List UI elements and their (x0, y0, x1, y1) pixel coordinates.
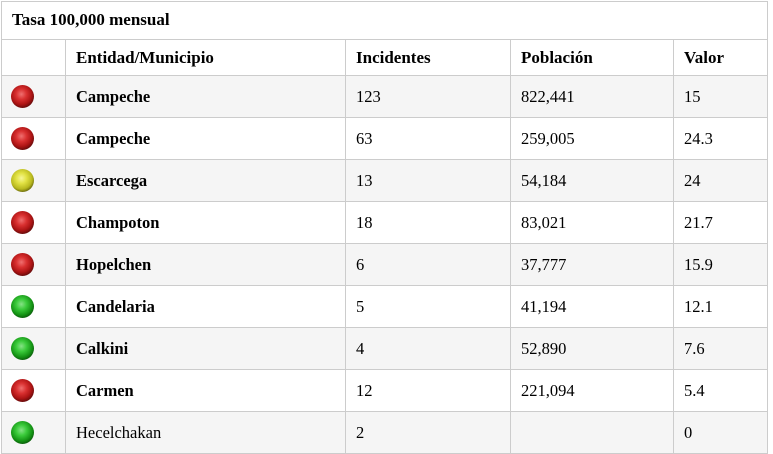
table-row: Escarcega 13 54,184 24 (1, 159, 769, 202)
population-cell: 41,194 (510, 285, 674, 328)
table-row: Candelaria 5 41,194 12.1 (1, 285, 769, 328)
entity-cell: Calkini (65, 327, 346, 370)
col-header-incidents: Incidentes (345, 39, 511, 76)
table-row: Hopelchen 6 37,777 15.9 (1, 243, 769, 286)
population-cell: 83,021 (510, 201, 674, 244)
value-cell: 21.7 (672, 201, 769, 244)
incidents-cell: 63 (345, 117, 511, 160)
value-cell: 24 (672, 159, 769, 202)
status-light-icon (11, 211, 34, 234)
status-light-icon (11, 337, 34, 360)
status-cell (1, 327, 66, 370)
col-header-status (1, 39, 66, 76)
value-cell: 15 (672, 75, 769, 118)
status-light-icon (11, 295, 34, 318)
status-light-icon (11, 379, 34, 402)
table-row: Campeche 123 822,441 15 (1, 75, 769, 118)
incidents-cell: 18 (345, 201, 511, 244)
value-cell: 15.9 (672, 243, 769, 286)
incidents-cell: 123 (345, 75, 511, 118)
status-cell (1, 201, 66, 244)
population-cell: 37,777 (510, 243, 674, 286)
entity-cell: Hopelchen (65, 243, 346, 286)
entity-cell: Carmen (65, 369, 346, 412)
status-cell (1, 369, 66, 412)
population-cell (510, 411, 674, 454)
table-row: Hecelchakan 2 0 (1, 411, 769, 454)
title-row: Tasa 100,000 mensual (0, 1, 769, 40)
status-light-icon (11, 169, 34, 192)
table-row: Carmen 12 221,094 5.4 (1, 369, 769, 412)
population-cell: 822,441 (510, 75, 674, 118)
entity-cell: Champoton (65, 201, 346, 244)
population-cell: 221,094 (510, 369, 674, 412)
value-cell: 5.4 (672, 369, 769, 412)
header-row: Entidad/Municipio Incidentes Población V… (1, 39, 769, 76)
entity-cell: Escarcega (65, 159, 346, 202)
incidents-cell: 5 (345, 285, 511, 328)
incidents-cell: 12 (345, 369, 511, 412)
table-row: Champoton 18 83,021 21.7 (1, 201, 769, 244)
status-cell (1, 159, 66, 202)
entity-cell: Hecelchakan (65, 411, 346, 454)
col-header-value: Valor (672, 39, 769, 76)
status-cell (1, 285, 66, 328)
entity-cell: Candelaria (65, 285, 346, 328)
status-cell (1, 243, 66, 286)
value-cell: 7.6 (672, 327, 769, 370)
population-cell: 52,890 (510, 327, 674, 370)
status-light-icon (11, 85, 34, 108)
entity-cell: Campeche (65, 75, 346, 118)
status-cell (1, 411, 66, 454)
incidents-cell: 13 (345, 159, 511, 202)
status-cell (1, 117, 66, 160)
status-cell (1, 75, 66, 118)
incidents-cell: 4 (345, 327, 511, 370)
col-header-entity: Entidad/Municipio (65, 39, 346, 76)
table-row: Campeche 63 259,005 24.3 (1, 117, 769, 160)
population-cell: 54,184 (510, 159, 674, 202)
population-cell: 259,005 (510, 117, 674, 160)
col-header-population: Población (510, 39, 674, 76)
table-row: Calkini 4 52,890 7.6 (1, 327, 769, 370)
entity-cell: Campeche (65, 117, 346, 160)
value-cell: 0 (672, 411, 769, 454)
status-light-icon (11, 421, 34, 444)
status-light-icon (11, 253, 34, 276)
value-cell: 24.3 (672, 117, 769, 160)
status-light-icon (11, 127, 34, 150)
incidents-cell: 2 (345, 411, 511, 454)
table-title: Tasa 100,000 mensual (0, 1, 769, 40)
incidents-cell: 6 (345, 243, 511, 286)
value-cell: 12.1 (672, 285, 769, 328)
